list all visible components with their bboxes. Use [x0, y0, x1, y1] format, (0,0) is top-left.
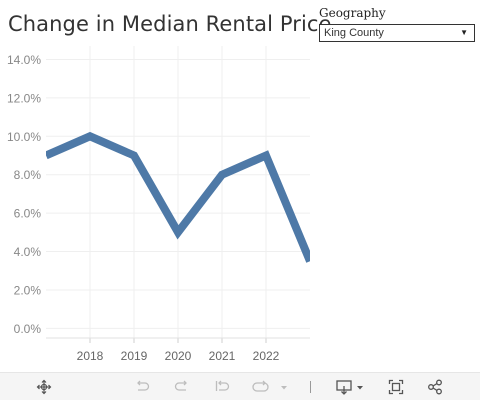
refresh-icon[interactable] [248, 377, 292, 397]
y-tick-label: 14.0% [7, 53, 41, 67]
y-tick-label: 8.0% [14, 168, 42, 182]
toolbar-divider [310, 381, 311, 393]
share-icon[interactable] [425, 377, 445, 397]
toolbar [0, 372, 480, 400]
fullscreen-icon[interactable] [386, 377, 406, 397]
y-tick-label: 10.0% [7, 130, 41, 144]
x-tick-label: 2022 [253, 349, 280, 363]
geography-selected-value: King County [324, 27, 384, 39]
y-tick-label: 0.0% [14, 322, 42, 336]
y-tick-label: 2.0% [14, 283, 42, 297]
redo-icon[interactable] [172, 377, 192, 397]
x-tick-label: 2020 [165, 349, 192, 363]
geography-dropdown[interactable]: King County ▼ [319, 24, 475, 42]
series-line [46, 131, 310, 263]
dropdown-arrow-icon: ▼ [460, 28, 468, 37]
chart-title: Change in Median Rental Price [8, 12, 332, 36]
y-tick-label: 4.0% [14, 245, 42, 259]
x-axis: 2018 2019 2020 2021 2022 [46, 337, 310, 363]
revert-icon[interactable] [212, 377, 232, 397]
grid [46, 46, 310, 338]
series [46, 131, 310, 263]
undo-icon[interactable] [132, 377, 152, 397]
x-tick-label: 2019 [121, 349, 148, 363]
download-icon[interactable] [334, 377, 368, 397]
line-chart: 0.0% 2.0% 4.0% 6.0% 8.0% 10.0% 12.0% 14.0% 2018… [7, 46, 310, 363]
filter-label: Geography [319, 6, 386, 20]
move-icon[interactable] [34, 377, 54, 397]
y-axis: 0.0% 2.0% 4.0% 6.0% 8.0% 10.0% 12.0% 14.0% [7, 53, 41, 336]
y-tick-label: 12.0% [7, 91, 41, 105]
y-tick-label: 6.0% [14, 207, 42, 221]
x-tick-label: 2018 [77, 349, 104, 363]
x-tick-label: 2021 [209, 349, 236, 363]
